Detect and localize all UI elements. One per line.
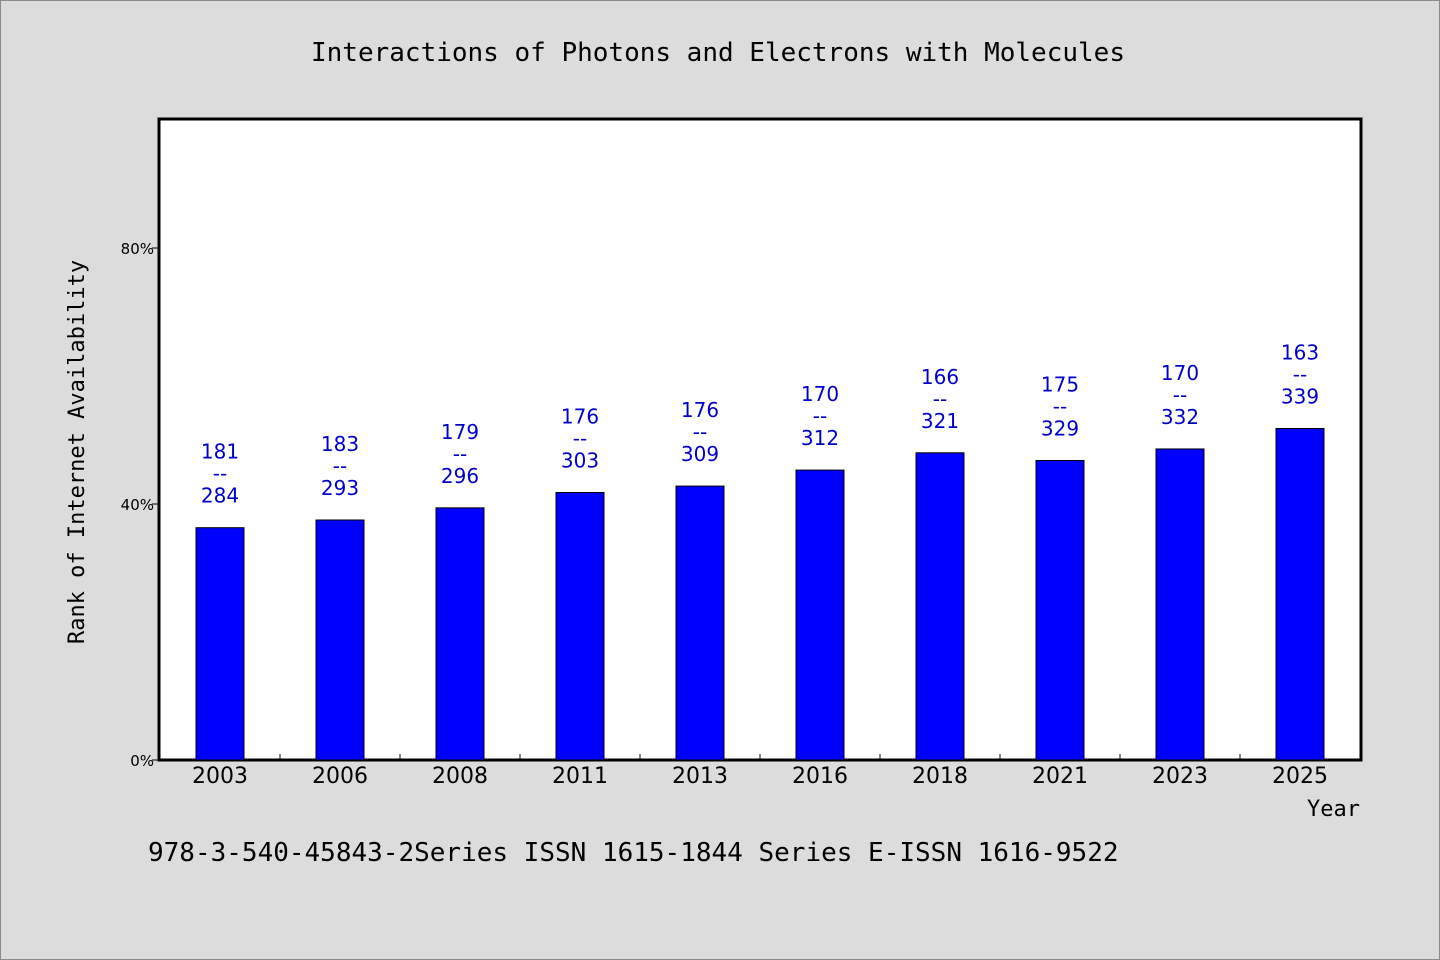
bar-2013	[675, 485, 725, 761]
bar-label-2006-sep: --	[333, 454, 347, 478]
bar-2018	[915, 452, 965, 761]
bar-label-2008-sep: --	[453, 442, 467, 466]
bar-label-2025-sep: --	[1293, 362, 1307, 386]
bar-label-2013-top: 176	[681, 398, 719, 422]
x-axis-label: Year	[1307, 797, 1360, 822]
x-tick-label-2018: 2018	[912, 764, 968, 789]
bar-2011	[555, 491, 605, 761]
x-tick-label-2006: 2006	[312, 764, 368, 789]
y-tick-label-40: 40%	[121, 496, 154, 514]
bar-label-2025-bottom: 339	[1281, 384, 1319, 408]
bar-label-2008-bottom: 296	[441, 464, 479, 488]
bar-2003	[195, 527, 245, 761]
bar-label-2016-top: 170	[801, 382, 839, 406]
bar-label-2016-sep: --	[813, 404, 827, 428]
bars-group	[195, 427, 1325, 761]
bar-label-2011-top: 176	[561, 404, 599, 428]
bar-label-2013-bottom: 309	[681, 442, 719, 466]
x-tick-label-2023: 2023	[1152, 764, 1208, 789]
bar-label-2021-bottom: 329	[1041, 416, 1079, 440]
bar-label-2003-top: 181	[201, 440, 239, 464]
y-axis: 0% 40% 80%	[121, 240, 160, 770]
x-tick-label-2003: 2003	[192, 764, 248, 789]
x-tick-label-2016: 2016	[792, 764, 848, 789]
chart-footnote: 978-3-540-45843-2Series ISSN 1615-1844 S…	[148, 838, 1119, 868]
bar-2025	[1275, 427, 1325, 761]
bar-label-2023-sep: --	[1173, 383, 1187, 407]
bar-2021	[1035, 459, 1085, 761]
bar-label-2011-sep: --	[573, 426, 587, 450]
x-axis: 2003 2006 2008 2011 2013 2016 2018 2021 2023 2025	[192, 754, 1328, 789]
x-tick-label-2008: 2008	[432, 764, 488, 789]
bar-label-2003-bottom: 284	[201, 484, 239, 508]
bar-label-2016-bottom: 312	[801, 426, 839, 450]
bar-label-2008-top: 179	[441, 420, 479, 444]
bar-label-2018-top: 166	[921, 365, 959, 389]
x-tick-label-2011: 2011	[552, 764, 608, 789]
bar-2006	[315, 519, 365, 761]
bar-label-2003-sep: --	[213, 462, 227, 486]
x-tick-label-2021: 2021	[1032, 764, 1088, 789]
bar-label-2013-sep: --	[693, 420, 707, 444]
bar-label-2018-bottom: 321	[921, 409, 959, 433]
y-tick-label-80: 80%	[121, 240, 154, 258]
x-tick-label-2013: 2013	[672, 764, 728, 789]
y-axis-label: Rank of Internet Availability	[65, 260, 90, 644]
bar-label-2006-bottom: 293	[321, 476, 359, 500]
bar-2016	[795, 469, 845, 761]
bar-label-2011-bottom: 303	[561, 448, 599, 472]
bar-2008	[435, 507, 485, 761]
bar-label-2023-top: 170	[1161, 361, 1199, 385]
bar-2023	[1155, 448, 1205, 761]
y-tick-label-0: 0%	[130, 752, 154, 770]
bar-label-2021-sep: --	[1053, 394, 1067, 418]
bar-label-2023-bottom: 332	[1161, 405, 1199, 429]
bar-label-2025-top: 163	[1281, 340, 1319, 364]
chart-title: Interactions of Photons and Electrons wi…	[311, 38, 1125, 68]
bar-label-2021-top: 175	[1041, 372, 1079, 396]
bar-label-2006-top: 183	[321, 432, 359, 456]
bar-labels-group: 181--284183--293179--296176--303176--309…	[201, 340, 1319, 507]
bar-label-2018-sep: --	[933, 387, 947, 411]
x-tick-label-2025: 2025	[1272, 764, 1328, 789]
